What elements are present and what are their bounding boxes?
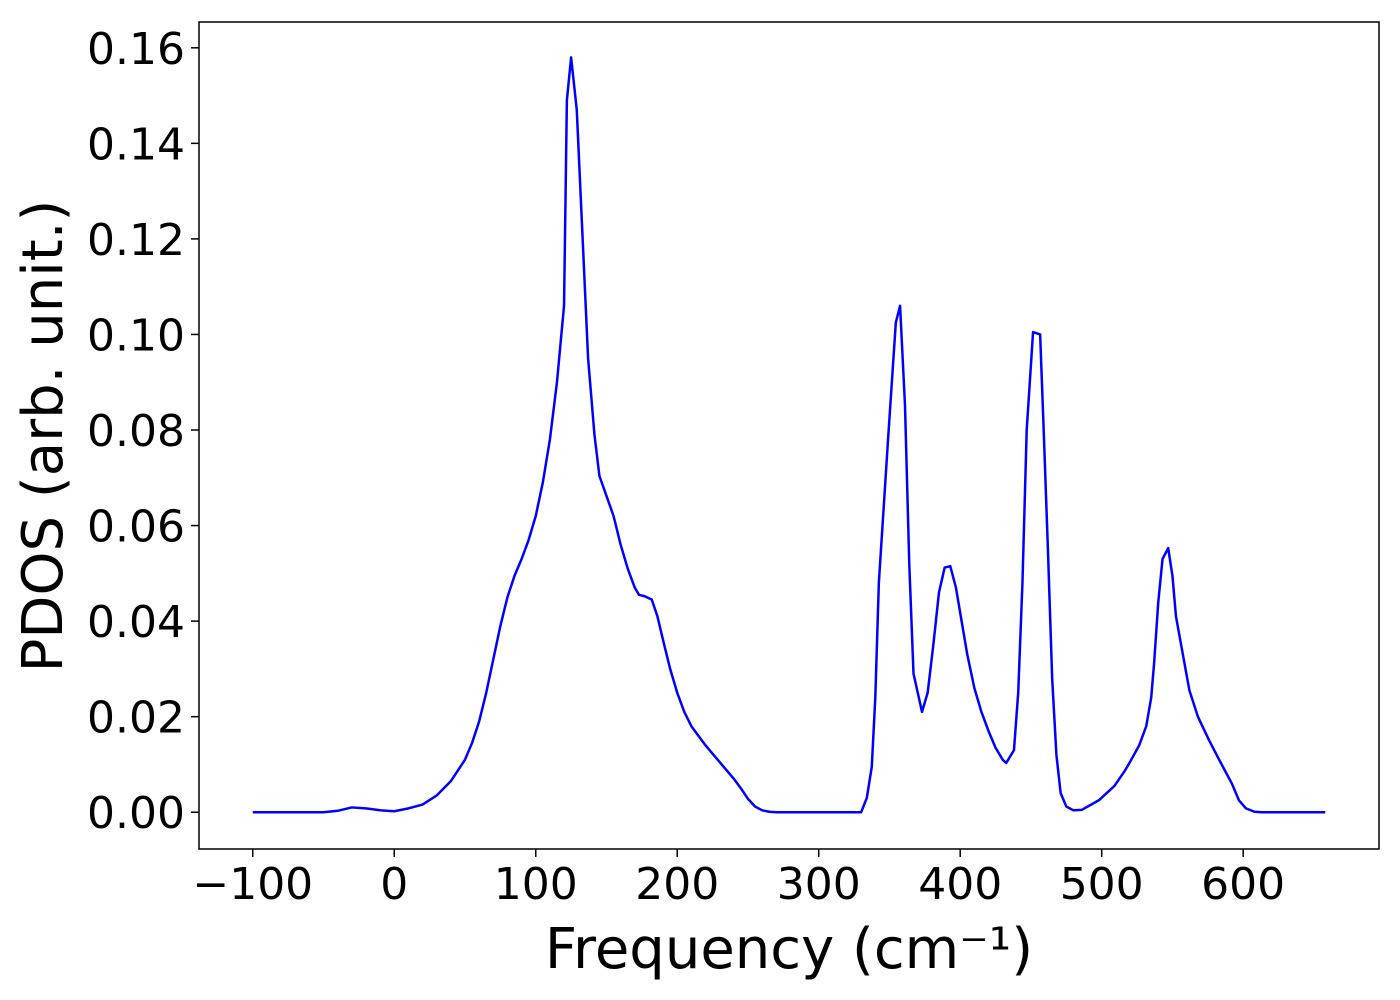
x-tick-label: 0 xyxy=(380,859,408,910)
y-axis-label: PDOS (arb. unit.) xyxy=(11,200,76,673)
x-tick-label: 400 xyxy=(918,859,1002,910)
x-tick-label: 300 xyxy=(777,859,861,910)
y-tick-label: 0.02 xyxy=(87,693,185,744)
y-tick-label: 0.06 xyxy=(87,502,185,553)
x-tick-label: 500 xyxy=(1060,859,1144,910)
data-line xyxy=(252,56,1326,814)
x-tick-label: −100 xyxy=(192,859,313,910)
x-tick-label: 100 xyxy=(494,859,578,910)
y-tick-label: 0.14 xyxy=(87,119,185,170)
x-tick-label: 600 xyxy=(1201,859,1285,910)
plot-frame xyxy=(198,21,1380,850)
y-tick-label: 0.00 xyxy=(87,788,185,839)
y-tick-label: 0.12 xyxy=(87,215,185,266)
x-axis-label: Frequency (cm⁻¹) xyxy=(545,917,1033,982)
y-tick-label: 0.04 xyxy=(87,597,185,648)
y-tick-label: 0.16 xyxy=(87,24,185,75)
x-tick-label: 200 xyxy=(635,859,719,910)
y-tick-label: 0.10 xyxy=(87,310,185,361)
y-tick-label: 0.08 xyxy=(87,406,185,457)
